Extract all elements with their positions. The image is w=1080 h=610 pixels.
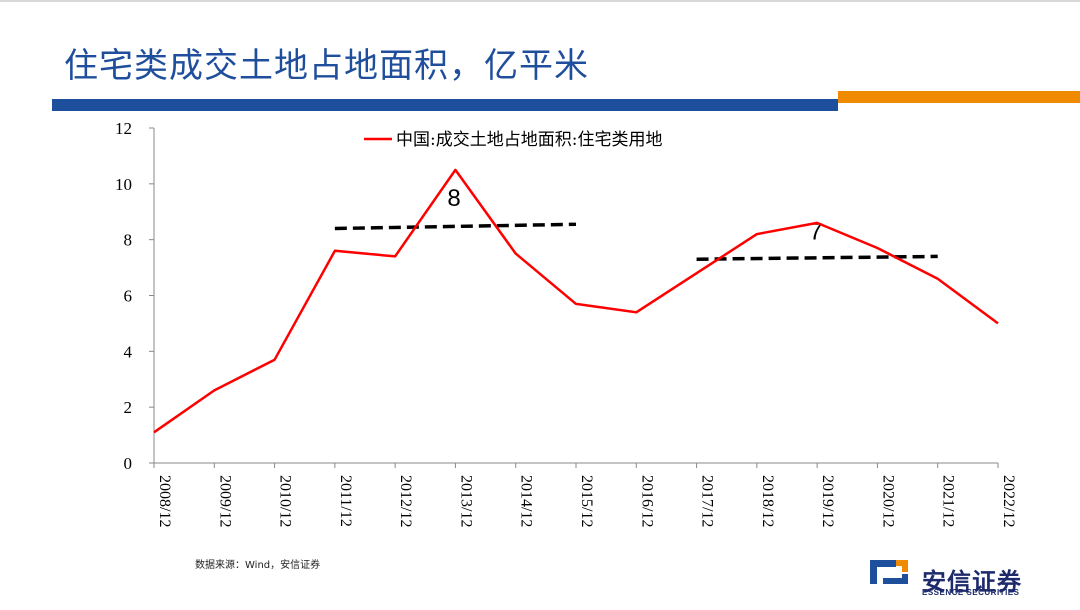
x-tick-label: 2016/12 — [638, 475, 655, 527]
dashed-average-line — [696, 254, 938, 261]
x-tick-label: 2022/12 — [1000, 475, 1017, 527]
x-tick-label: 2009/12 — [216, 475, 233, 527]
x-tick-label: 2008/12 — [156, 475, 173, 527]
x-tick-label: 2013/12 — [457, 475, 474, 527]
series-line — [153, 168, 999, 434]
x-tick-label: 2011/12 — [337, 475, 354, 527]
title-underline-blue — [52, 99, 838, 111]
x-tick-label: 2019/12 — [819, 475, 836, 527]
x-tick-label: 2012/12 — [397, 475, 414, 527]
dashed-average-line — [334, 222, 577, 231]
title-underline-orange — [838, 91, 1080, 103]
x-tick-label: 2020/12 — [879, 475, 896, 527]
y-tick-label: 2 — [124, 398, 133, 417]
data-source-note: 数据来源：Wind，安信证券 — [195, 560, 321, 571]
y-tick-label: 6 — [124, 287, 133, 306]
x-tick-label: 2015/12 — [578, 475, 595, 527]
x-tick-label: 2017/12 — [699, 475, 716, 527]
average-label: 7 — [809, 219, 822, 246]
brand-name-en: ESSENCE SECURITIES — [922, 588, 1020, 597]
brand-logo: 安信证券 ESSENCE SECURITIES — [866, 552, 1072, 602]
y-tick-label: 12 — [115, 119, 132, 138]
average-label: 8 — [447, 185, 460, 212]
brand-name-cn: 安信证券 — [922, 568, 1022, 596]
x-tick-label: 2021/12 — [940, 475, 957, 527]
x-tick-label: 2010/12 — [277, 475, 294, 527]
y-tick-label: 0 — [124, 454, 133, 473]
x-tick-label: 2018/12 — [759, 475, 776, 527]
top-divider — [0, 0, 1080, 2]
page-title: 住宅类成交土地占地面积，亿平米 — [64, 46, 589, 86]
x-tick-label: 2014/12 — [518, 475, 535, 527]
essence-logo-icon — [870, 560, 908, 584]
y-tick-label: 10 — [115, 175, 132, 194]
y-tick-label: 8 — [124, 231, 133, 250]
y-tick-label: 4 — [124, 342, 133, 361]
legend-label: 中国:成交土地占地面积:住宅类用地 — [396, 130, 662, 150]
